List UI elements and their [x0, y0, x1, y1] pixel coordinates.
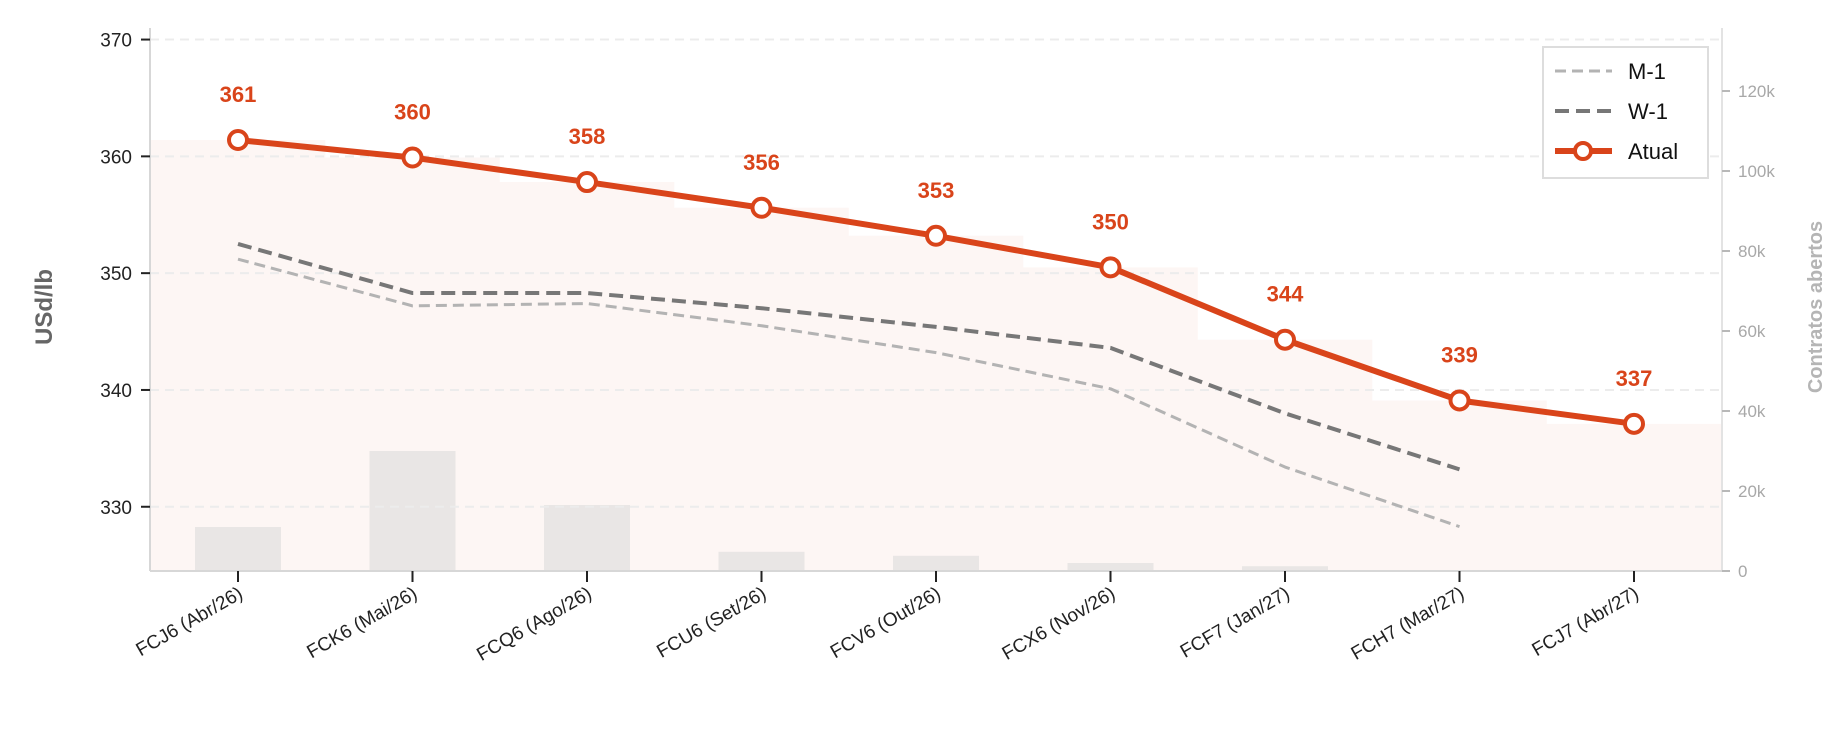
atual-point — [576, 171, 598, 194]
legend-label-w1: W-1 — [1628, 99, 1668, 124]
x-tick-label: FCF7 (Jan/27) — [1177, 583, 1294, 662]
open-interest-bar — [718, 551, 805, 571]
x-tick-label: FCH7 (Mar/27) — [1348, 583, 1468, 665]
data-label: 339 — [1441, 342, 1478, 367]
series-line-w1 — [237, 242, 1461, 472]
data-label: 360 — [394, 100, 431, 125]
atual-area-fill — [150, 140, 1722, 571]
y-tick-label: 360 — [100, 147, 132, 168]
y2-tick-label: 120k — [1738, 82, 1775, 101]
y2-tick-label: 60k — [1738, 322, 1766, 341]
atual-point — [401, 146, 424, 169]
x-tick-label: FCJ7 (Abr/27) — [1529, 583, 1643, 661]
open-interest-bar — [195, 527, 281, 571]
area-layer — [150, 140, 1722, 571]
y2-tick-label: 40k — [1738, 402, 1766, 421]
data-label: 358 — [569, 124, 606, 149]
open-interest-bar — [544, 505, 630, 571]
y-tick-label: 340 — [100, 381, 132, 402]
labels-layer: 361 360 358 356 353 350 344 339 337 — [220, 82, 1653, 435]
atual-point — [925, 224, 947, 247]
data-label: 337 — [1616, 366, 1653, 391]
open-interest-bar — [369, 451, 456, 571]
x-tick-label: FCK6 (Mai/26) — [304, 583, 421, 663]
data-label: 350 — [1092, 209, 1129, 234]
atual-point — [1623, 412, 1645, 435]
atual-point — [1448, 389, 1471, 412]
data-label: 353 — [918, 178, 955, 203]
y2-tick-label: 100k — [1738, 162, 1775, 181]
data-label: 356 — [743, 150, 780, 175]
legend-label-m1: M-1 — [1628, 59, 1666, 84]
open-interest-bar — [1067, 563, 1154, 571]
legend-marker-atual — [1573, 141, 1593, 161]
x-tick-label: FCX6 (Nov/26) — [999, 583, 1119, 665]
atual-point — [1099, 256, 1122, 279]
x-tick-label: FCU6 (Set/26) — [653, 583, 770, 662]
y2-axis-label: Contratos abertos — [1805, 221, 1827, 393]
legend-label-atual: Atual — [1628, 139, 1678, 164]
data-label: 361 — [220, 82, 257, 107]
legend-box — [1542, 46, 1709, 179]
y-tick-label: 330 — [100, 498, 132, 519]
series-line-m1 — [237, 257, 1460, 529]
atual-point — [750, 196, 773, 219]
x-tick-label: FCJ6 (Abr/26) — [133, 583, 247, 661]
open-interest-bar — [1242, 566, 1328, 571]
x-tick-label: FCQ6 (Ago/26) — [473, 583, 595, 666]
y-axis-label: USd/lb — [31, 269, 58, 345]
y2-tick-label: 20k — [1738, 482, 1766, 501]
y-tick-label: 350 — [100, 264, 132, 285]
atual-point — [1274, 328, 1296, 351]
open-interest-bar — [893, 555, 979, 571]
legend: M-1 W-1 Atual — [1542, 46, 1709, 179]
data-label: 344 — [1267, 282, 1304, 307]
bars-layer — [195, 451, 1328, 571]
y-tick-label: 370 — [100, 31, 132, 52]
x-tick-label: FCV6 (Out/26) — [827, 583, 944, 663]
y2-tick-label: 80k — [1738, 242, 1766, 261]
y2-tick-label: 0 — [1738, 562, 1747, 581]
atual-point — [227, 129, 249, 152]
